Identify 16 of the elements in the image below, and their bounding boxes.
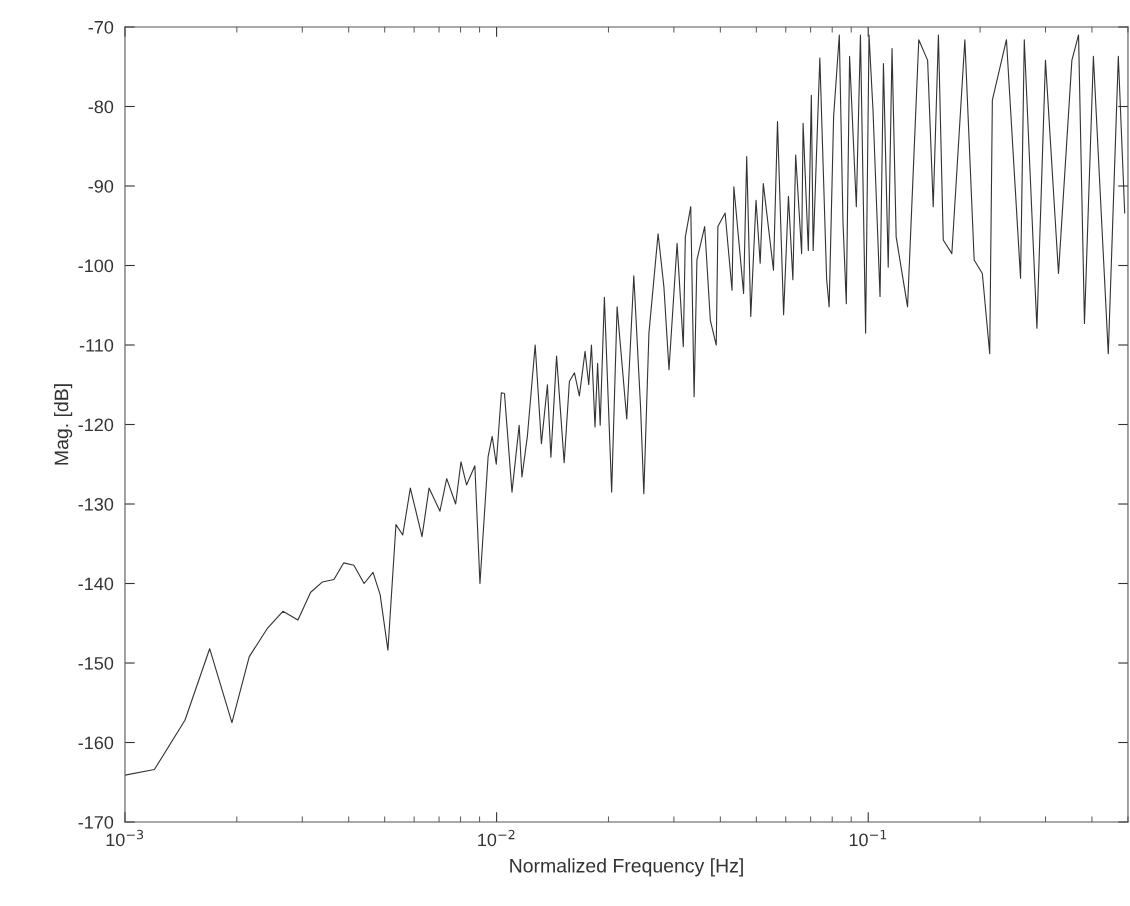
x-tick-label: 10$^{−3}$: [106, 829, 144, 847]
y-tick-label: -90: [88, 179, 114, 193]
x-tick-label: 10$^{−1}$: [849, 829, 887, 847]
y-tick-label: -80: [88, 100, 114, 114]
y-tick-label: -100: [78, 259, 114, 273]
y-tick-label: -150: [78, 656, 114, 670]
x-axis-title: Normalized Frequency [Hz]: [510, 858, 743, 877]
y-axis-title: Mag. [dB]: [54, 384, 73, 465]
x-tick-label: 10$^{−2}$: [478, 829, 515, 847]
y-tick-label: -110: [79, 338, 114, 352]
y-tick-label: -120: [78, 418, 114, 432]
y-tick-label: -160: [78, 736, 114, 750]
y-tick-label: -170: [78, 815, 114, 829]
y-tick-label: -70: [88, 20, 114, 34]
y-tick-label: -140: [78, 577, 114, 591]
y-tick-label: -130: [78, 497, 114, 511]
